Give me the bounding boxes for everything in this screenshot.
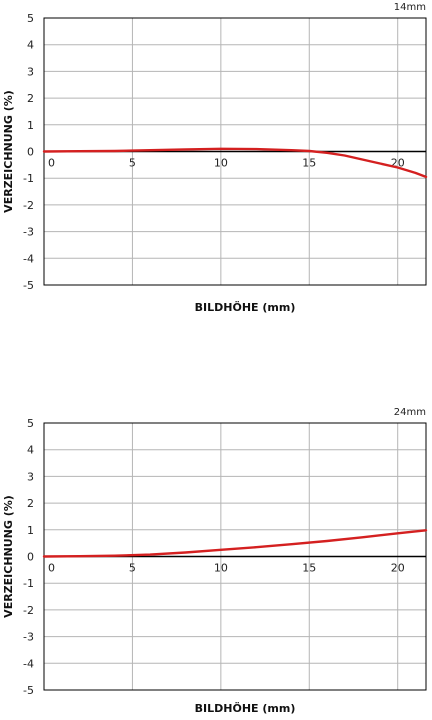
chart2-y-tick-label: -2 [23, 604, 34, 617]
chart1-x-tick-label: 10 [214, 157, 228, 170]
chart2-y-tick-label: 3 [27, 470, 34, 483]
chart2-y-tick-label: -3 [23, 631, 34, 644]
chart1-y-tick-label: 4 [27, 39, 34, 52]
chart2-x-tick-label: 20 [391, 562, 405, 575]
chart2-x-tick-label: 10 [214, 562, 228, 575]
chart1-x-tick-label: 15 [302, 157, 316, 170]
chart2-distortion-line [42, 529, 428, 558]
chart1-y-tick-label: -1 [23, 172, 34, 185]
chart2-y-tick-label: 1 [27, 524, 34, 537]
chart2-x-tick-label: 15 [302, 562, 316, 575]
chart2-y-tick-label: 0 [27, 551, 34, 564]
chart1-x-tick-label: 5 [129, 157, 136, 170]
chart2-x-tick-label: 0 [48, 562, 55, 575]
chart2-title: 24mm [394, 407, 426, 418]
chart1-y-tick-label: -4 [23, 252, 34, 265]
chart2-y-tick-label: 4 [27, 444, 34, 457]
chart1-x-axis-label: BILDHÖHE (mm) [195, 300, 296, 314]
chart1-y-tick-label: 5 [27, 12, 34, 25]
chart1-y-axis-label: VERZEICHNUNG (%) [2, 90, 15, 213]
chart2-y-tick-label: -4 [23, 657, 34, 670]
chart1-y-tick-label: 2 [27, 92, 34, 105]
chart1-y-tick-label: 1 [27, 119, 34, 132]
chart2-y-axis-label: VERZEICHNUNG (%) [2, 495, 15, 618]
chart1-title: 14mm [394, 2, 426, 13]
chart2-y-tick-label: 5 [27, 417, 34, 430]
chart2-y-tick-label: 2 [27, 497, 34, 510]
chart2-y-tick-label: -1 [23, 577, 34, 590]
chart2-x-axis-label: BILDHÖHE (mm) [195, 701, 296, 715]
chart2-x-tick-label: 5 [129, 562, 136, 575]
chart2-y-tick-label: -5 [23, 684, 34, 697]
chart1-y-tick-label: -2 [23, 199, 34, 212]
chart1-y-tick-label: 0 [27, 146, 34, 159]
chart1-distortion-line [42, 147, 428, 179]
chart1-y-tick-label: 3 [27, 65, 34, 78]
chart1-y-tick-label: -3 [23, 226, 34, 239]
chart1-y-tick-label: -5 [23, 279, 34, 292]
chart1-x-tick-label: 0 [48, 157, 55, 170]
